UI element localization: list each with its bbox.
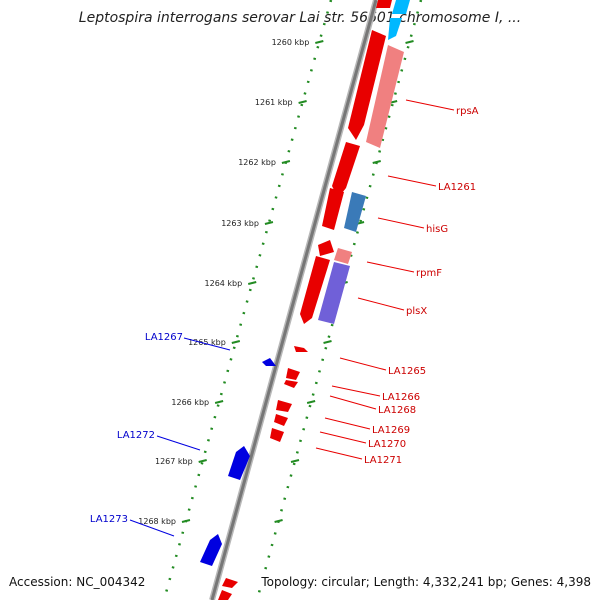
scale-tick — [231, 340, 241, 344]
gene-label-la1271: LA1271 — [364, 455, 402, 466]
gene-label-hisg: hisG — [426, 224, 448, 235]
gene-feature — [322, 188, 344, 230]
gene-feature — [376, 0, 392, 8]
scale-tick — [214, 400, 224, 404]
scale-label: 1266 kbp — [171, 398, 209, 407]
gene-feature — [276, 400, 292, 412]
scale-label: 1260 kbp — [272, 38, 310, 47]
gene-label-la1268: LA1268 — [378, 405, 416, 416]
leader-line — [366, 261, 415, 273]
scale-tick — [264, 221, 274, 225]
scale-tick — [306, 400, 316, 404]
gene-label-rpmf: rpmF — [416, 268, 442, 279]
gene-label-la1266: LA1266 — [382, 392, 420, 403]
gene-label-la1267: LA1267 — [145, 332, 183, 343]
scale-tick — [290, 459, 300, 463]
leader-line — [331, 385, 381, 397]
gene-label-la1265: LA1265 — [388, 366, 426, 377]
gene-feature — [270, 428, 284, 442]
leader-line — [357, 297, 405, 311]
gene-label-la1273: LA1273 — [90, 514, 128, 525]
gene-label-rpsa: rpsA — [456, 106, 479, 117]
scale-label: 1262 kbp — [238, 158, 276, 167]
scale-tick — [274, 519, 283, 523]
leader-line — [329, 395, 377, 410]
scale-tick — [198, 459, 207, 463]
backbone — [209, 0, 379, 600]
gene-feature — [388, 18, 402, 40]
leader-line — [156, 435, 201, 451]
gene-label-la1272: LA1272 — [117, 430, 155, 441]
gene-feature — [228, 446, 250, 480]
gene-feature — [274, 414, 288, 426]
scale-tick — [181, 519, 191, 523]
gene-feature — [332, 142, 360, 198]
scale-label: 1261 kbp — [255, 98, 293, 107]
gene-feature — [218, 590, 232, 600]
scale-tick — [315, 40, 324, 44]
gene-feature — [294, 346, 308, 352]
scale-tick — [372, 160, 381, 164]
map-title: Leptospira interrogans serovar Lai str. … — [78, 10, 522, 26]
gene-feature — [318, 262, 350, 324]
scale-tick — [281, 160, 291, 164]
leader-line — [315, 447, 363, 460]
leader-line — [339, 357, 387, 371]
leader-line — [183, 337, 231, 351]
gene-feature — [262, 358, 276, 366]
genome-stats-text: Topology: circular; Length: 4,332,241 bp… — [261, 575, 591, 589]
scale-tick — [247, 281, 257, 285]
gene-label-la1261: LA1261 — [438, 182, 476, 193]
leader-line — [324, 417, 371, 430]
gene-feature — [222, 578, 238, 588]
scale-tick — [405, 40, 414, 44]
gene-feature — [286, 368, 300, 380]
leader-line — [319, 431, 367, 444]
gene-feature — [200, 534, 222, 566]
accession-text: Accession: NC_004342 — [9, 575, 146, 589]
gene-feature — [348, 30, 386, 140]
leader-line — [405, 99, 455, 111]
gene-feature — [300, 256, 330, 324]
scale-tick — [323, 340, 332, 344]
gene-label-la1270: LA1270 — [368, 439, 406, 450]
gene-feature — [284, 380, 298, 388]
scale-label: 1267 kbp — [155, 457, 193, 466]
gene-label-la1269: LA1269 — [372, 425, 410, 436]
leader-line — [129, 519, 175, 537]
scale-label: 1268 kbp — [138, 517, 176, 526]
gene-feature — [344, 192, 366, 232]
gene-label-plsx: plsX — [406, 306, 427, 317]
scale-label: 1263 kbp — [221, 219, 259, 228]
gene-feature — [366, 45, 404, 148]
scale-label: 1264 kbp — [205, 279, 243, 288]
gene-feature — [392, 0, 410, 14]
leader-line — [387, 175, 437, 187]
scale-label: 1265 kbp — [188, 338, 226, 347]
leader-line — [377, 217, 425, 229]
gene-feature — [318, 240, 334, 256]
gene-feature — [334, 248, 352, 264]
scale-tick — [298, 100, 307, 104]
